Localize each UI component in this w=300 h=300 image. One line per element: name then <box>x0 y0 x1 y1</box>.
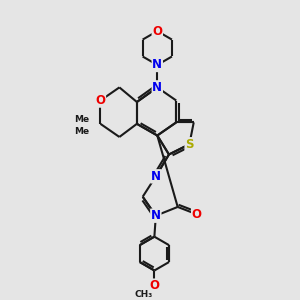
Text: S: S <box>185 138 194 151</box>
Text: N: N <box>151 170 161 183</box>
Text: N: N <box>151 209 161 222</box>
Text: O: O <box>152 25 162 38</box>
Text: Me: Me <box>74 115 89 124</box>
Text: CH₃: CH₃ <box>134 290 152 299</box>
Text: O: O <box>95 94 105 107</box>
Text: N: N <box>152 81 162 94</box>
Text: Me: Me <box>74 127 89 136</box>
Text: O: O <box>192 208 202 221</box>
Text: O: O <box>149 279 159 292</box>
Text: N: N <box>152 58 162 71</box>
